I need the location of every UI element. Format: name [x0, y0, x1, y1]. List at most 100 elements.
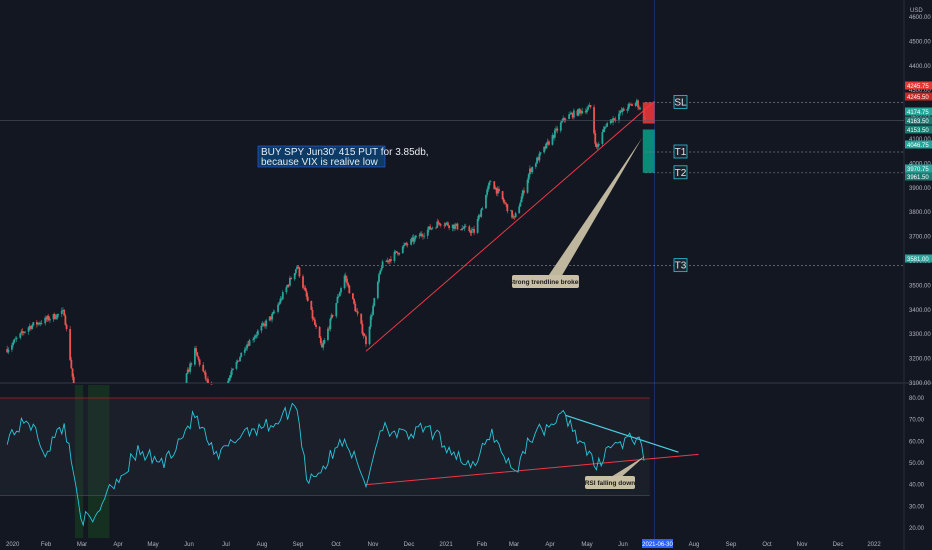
- candle-body: [571, 113, 574, 118]
- price-tag-box: [905, 92, 932, 101]
- candle-body: [622, 108, 625, 111]
- price-tick-label: 4000.00: [909, 161, 931, 167]
- candle-body: [593, 107, 595, 134]
- trade-note: BUY SPY Jun30' 415 PUT for 3.85db,becaus…: [257, 145, 429, 168]
- candle-body: [287, 284, 290, 286]
- candle-body: [501, 191, 504, 200]
- candle-body: [340, 288, 342, 293]
- candle-body: [69, 329, 72, 361]
- time-tick-label: Apr: [545, 542, 554, 548]
- candle-body: [420, 233, 423, 236]
- candle-body: [564, 118, 567, 120]
- candle-body: [537, 157, 540, 161]
- candle-body: [319, 337, 322, 344]
- candle-body: [203, 371, 206, 373]
- candle-body: [361, 323, 364, 334]
- candle-body: [559, 122, 562, 131]
- candle-body: [338, 292, 341, 297]
- candle-body: [228, 378, 231, 381]
- time-tick-label: Mar: [509, 542, 519, 548]
- time-tick-label: 2020: [6, 542, 20, 548]
- candle-body: [54, 318, 57, 320]
- candle-body: [460, 229, 462, 231]
- candle-body: [57, 314, 60, 315]
- candle-body: [586, 109, 588, 113]
- candle-body: [429, 226, 432, 230]
- candle-body: [469, 231, 472, 234]
- candle-body: [552, 135, 555, 138]
- candle-body: [344, 275, 347, 279]
- candle-body: [327, 328, 329, 340]
- candle-body: [315, 324, 317, 327]
- candle-body: [495, 187, 498, 194]
- candle-body: [618, 113, 620, 120]
- trendline-broken-callout-pointer: [548, 138, 642, 275]
- candle-body: [40, 323, 43, 324]
- price-tick-label: 4100.00: [909, 137, 931, 143]
- candle-body: [20, 331, 23, 334]
- rsi-falling-callout-pointer: [612, 456, 645, 476]
- candle-body: [502, 199, 505, 203]
- time-tick-label: Feb: [477, 542, 488, 548]
- candle-body: [487, 185, 490, 190]
- candle-body: [628, 103, 631, 105]
- candle-body: [21, 331, 24, 333]
- candle-body: [536, 157, 538, 164]
- candle-body: [376, 281, 379, 299]
- candle-body: [393, 251, 396, 261]
- price-tag-box: [905, 81, 932, 90]
- candle-body: [302, 276, 304, 288]
- candle-body: [523, 190, 525, 193]
- candle-body: [360, 313, 363, 324]
- candle-body: [576, 110, 579, 116]
- candle-body: [12, 342, 15, 346]
- trade-note-box: [257, 145, 386, 168]
- candle-body: [273, 311, 276, 313]
- candle-body: [428, 226, 430, 230]
- candle-body: [551, 135, 554, 145]
- level-label-t3: T3: [675, 261, 687, 272]
- candle-body: [631, 104, 633, 106]
- price-candles: [6, 98, 647, 385]
- candle-body: [368, 326, 371, 345]
- candle-body: [372, 305, 374, 315]
- candle-body: [255, 334, 258, 336]
- candle-body: [512, 216, 515, 218]
- candle-body: [470, 230, 473, 234]
- candle-body: [539, 152, 542, 154]
- candle-body: [519, 202, 522, 207]
- candle-body: [271, 313, 274, 320]
- candle-body: [197, 356, 200, 360]
- candle-body: [230, 370, 233, 375]
- candle-body: [609, 119, 612, 124]
- candle-body: [45, 317, 48, 320]
- candle-body: [601, 132, 604, 144]
- candle-body: [268, 316, 271, 321]
- candle-body: [261, 323, 264, 326]
- trendline-broken-callout-box: [512, 275, 579, 288]
- candle-body: [488, 181, 491, 186]
- candle-body: [312, 318, 315, 320]
- price-tag: 4163.50: [907, 119, 929, 125]
- candle-body: [527, 174, 530, 180]
- candle-body: [620, 110, 623, 112]
- candle-body: [204, 372, 207, 379]
- rsi-resistance-trendline: [565, 414, 679, 453]
- candle-body: [286, 284, 289, 288]
- candle-body: [452, 224, 455, 229]
- candle-body: [39, 323, 42, 324]
- candle-body: [480, 209, 483, 217]
- candle-body: [505, 203, 508, 205]
- candle-body: [193, 348, 196, 365]
- candle-body: [513, 216, 516, 218]
- candle-body: [323, 339, 326, 344]
- candle-body: [32, 322, 35, 326]
- candle-body: [577, 108, 580, 116]
- candle-body: [456, 223, 459, 230]
- candle-body: [548, 141, 550, 145]
- candle-body: [388, 259, 391, 262]
- candle-body: [227, 380, 230, 383]
- price-tag-box: [905, 140, 932, 149]
- candle-body: [481, 208, 484, 210]
